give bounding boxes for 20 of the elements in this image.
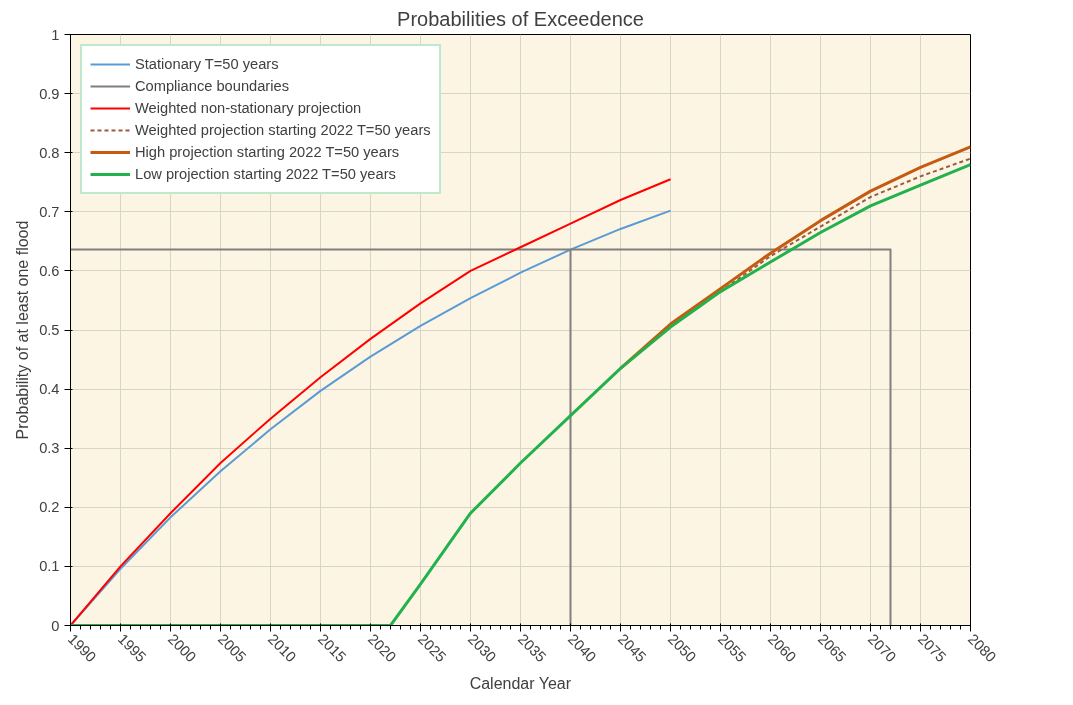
y-tick-label: 0.7 (39, 203, 60, 220)
y-tick-label: 0.2 (39, 499, 60, 516)
x-axis-title: Calendar Year (469, 674, 572, 692)
legend-label: Stationary T=50 years (135, 56, 279, 72)
y-tick-label: 0.9 (39, 85, 60, 102)
y-tick-label: 0 (51, 617, 60, 634)
y-axis-title: Probability of at least one flood (14, 220, 32, 440)
y-tick-label: 0.8 (39, 144, 60, 161)
y-tick-label: 0.5 (39, 322, 60, 338)
y-tick-label: 0.3 (39, 440, 60, 457)
legend-label: Compliance boundaries (135, 78, 289, 94)
legend-label: Low projection starting 2022 T=50 years (135, 166, 396, 182)
y-tick-label: 1 (51, 26, 60, 43)
y-tick-label: 0.1 (39, 558, 60, 575)
legend-label: Weighted projection starting 2022 T=50 years (135, 122, 431, 138)
chart-title: Probabilities of Exceedence (397, 7, 644, 30)
legend-label: High projection starting 2022 T=50 years (135, 144, 400, 160)
y-tick-label: 0.6 (39, 262, 60, 279)
legend-label: Weighted non-stationary projection (135, 100, 362, 116)
y-tick-label: 0.4 (39, 381, 60, 398)
